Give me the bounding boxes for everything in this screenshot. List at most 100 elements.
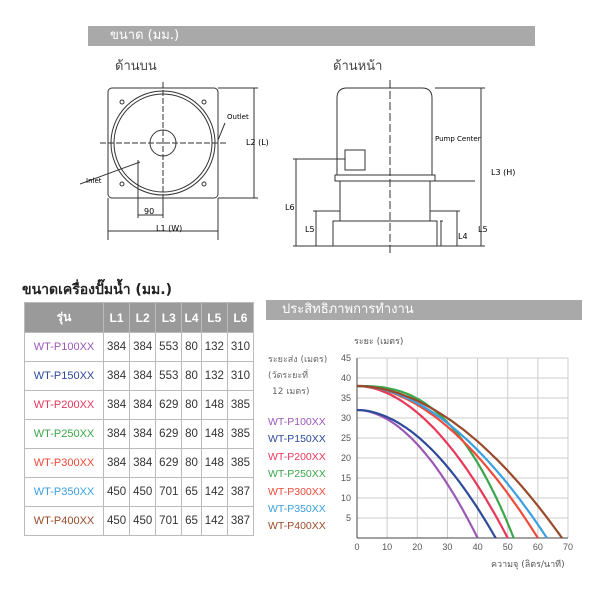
x-tick-label: 50 [503, 542, 513, 552]
outlet-label: Outlet [227, 113, 249, 121]
value-cell: 310 [226, 361, 255, 391]
legend-item: WT-P350XX [268, 502, 326, 515]
value-cell: 148 [200, 448, 228, 478]
value-cell: 385 [226, 419, 255, 449]
value-cell: 148 [200, 390, 228, 420]
l5-left-label: L5 [305, 225, 315, 234]
l5-right-label: L5 [478, 225, 488, 234]
value-cell: 387 [226, 477, 255, 507]
x-tick-label: 10 [382, 542, 392, 552]
value-cell: 65 [181, 477, 202, 507]
x-tick-label: 40 [473, 542, 483, 552]
value-cell: 450 [102, 506, 131, 536]
legend-item: WT-P150XX [268, 433, 326, 446]
value-cell: 450 [129, 477, 157, 507]
column-header: L4 [181, 302, 202, 333]
legend-item: WT-P300XX [268, 485, 326, 498]
y-tick-label: 45 [341, 353, 351, 363]
top-view-title: ด้านบน [115, 59, 157, 74]
value-cell: 80 [181, 419, 202, 449]
x-tick-label: 20 [412, 542, 422, 552]
value-cell: 65 [181, 506, 202, 536]
table-row: WT-P200XX 384 384 629 80 148 385 [24, 390, 255, 420]
inlet-label: Inlet [86, 177, 102, 185]
front-view-drawing [293, 80, 485, 253]
value-cell: 385 [226, 390, 255, 420]
value-cell: 80 [181, 361, 202, 391]
dimensions-header: ขนาด (มม.) [88, 26, 535, 46]
side-label: ระยะส่ง (เมตร) (วัดระยะที่ 12 เมตร) [268, 352, 327, 400]
value-cell: 385 [226, 448, 255, 478]
value-cell: 701 [155, 506, 183, 536]
model-cell: WT-P150XX [24, 361, 104, 391]
dim-90-label: 90 [144, 207, 155, 216]
value-cell: 629 [155, 390, 183, 420]
value-cell: 384 [102, 361, 131, 391]
value-cell: 132 [200, 361, 228, 391]
value-cell: 142 [200, 506, 228, 536]
table-row: WT-P150XX 384 384 553 80 132 310 [24, 361, 255, 391]
y-tick-label: 30 [341, 413, 351, 423]
side-label-line: ระยะส่ง (เมตร) [268, 355, 328, 365]
model-cell: WT-P250XX [24, 419, 104, 449]
value-cell: 384 [102, 419, 131, 449]
value-cell: 132 [200, 332, 228, 362]
y-tick-label: 5 [346, 513, 351, 523]
l2-label: L2 (L) [246, 138, 269, 147]
x-tick-label: 0 [354, 542, 359, 552]
column-header: รุ่น [24, 302, 104, 333]
legend-item: WT-P200XX [268, 450, 326, 463]
y-tick-label: 35 [341, 393, 351, 403]
series-curve-wt-p350xx [356, 384, 548, 539]
x-tick-label: 30 [442, 542, 452, 552]
value-cell: 553 [155, 361, 183, 391]
y-tick-label: 15 [341, 473, 351, 483]
l4-label: L4 [458, 232, 468, 241]
value-cell: 384 [102, 332, 131, 362]
value-cell: 553 [155, 332, 183, 362]
y-axis-label: ระยะ (เมตร) [354, 337, 404, 347]
l6-label: L6 [285, 203, 295, 212]
y-tick-label: 25 [341, 433, 351, 443]
value-cell: 384 [129, 419, 157, 449]
series-curve-wt-p150xx [356, 408, 497, 539]
chart-title: ประสิทธิภาพการทำงาน [266, 300, 582, 320]
value-cell: 80 [181, 390, 202, 420]
value-cell: 384 [129, 361, 157, 391]
legend-item: WT-P400XX [268, 520, 326, 533]
pump-center-label: Pump Center [435, 135, 481, 143]
table-row: WT-P300XX 384 384 629 80 148 385 [24, 448, 255, 478]
column-header: L6 [226, 302, 255, 333]
top-view-drawing [80, 82, 258, 240]
value-cell: 142 [200, 477, 228, 507]
x-tick-label: 60 [533, 542, 543, 552]
chart-legend: WT-P100XX WT-P150XX WT-P200XX WT-P250XX WT-P… [268, 416, 326, 538]
side-label-line: (วัดระยะที่ [268, 371, 309, 381]
dimensions-table: รุ่น L1 L2 L3 L4 L5 L6 WT-P100XX 384 384 553 80 132… [24, 302, 255, 536]
y-tick-label: 40 [341, 373, 351, 383]
table-row: WT-P350XX 450 450 701 65 142 387 [24, 477, 255, 507]
value-cell: 629 [155, 448, 183, 478]
x-axis-label: ความจุ (ลิตร/นาที) [491, 560, 565, 570]
value-cell: 629 [155, 419, 183, 449]
value-cell: 384 [102, 448, 131, 478]
value-cell: 384 [129, 448, 157, 478]
value-cell: 148 [200, 419, 228, 449]
performance-chart: 0 10 20 30 40 50 60 70 5 10 15 20 25 30 35 40 45 [341, 353, 573, 552]
value-cell: 384 [102, 390, 131, 420]
column-header: L1 [102, 302, 131, 333]
value-cell: 701 [155, 477, 183, 507]
x-tick-label: 70 [563, 542, 573, 552]
model-cell: WT-P400XX [24, 506, 104, 536]
legend-item: WT-P100XX [268, 416, 326, 428]
value-cell: 80 [181, 448, 202, 478]
value-cell: 310 [226, 332, 255, 362]
legend-item: WT-P250XX [268, 468, 326, 481]
model-cell: WT-P100XX [24, 332, 104, 362]
series-curve-wt-p200xx [356, 384, 509, 539]
l3-label: L3 (H) [491, 168, 516, 177]
table-row: WT-P100XX 384 384 553 80 132 310 [24, 332, 255, 362]
column-header: L5 [200, 302, 228, 333]
value-cell: 384 [129, 390, 157, 420]
table-row: WT-P250XX 384 384 629 80 148 385 [24, 419, 255, 449]
